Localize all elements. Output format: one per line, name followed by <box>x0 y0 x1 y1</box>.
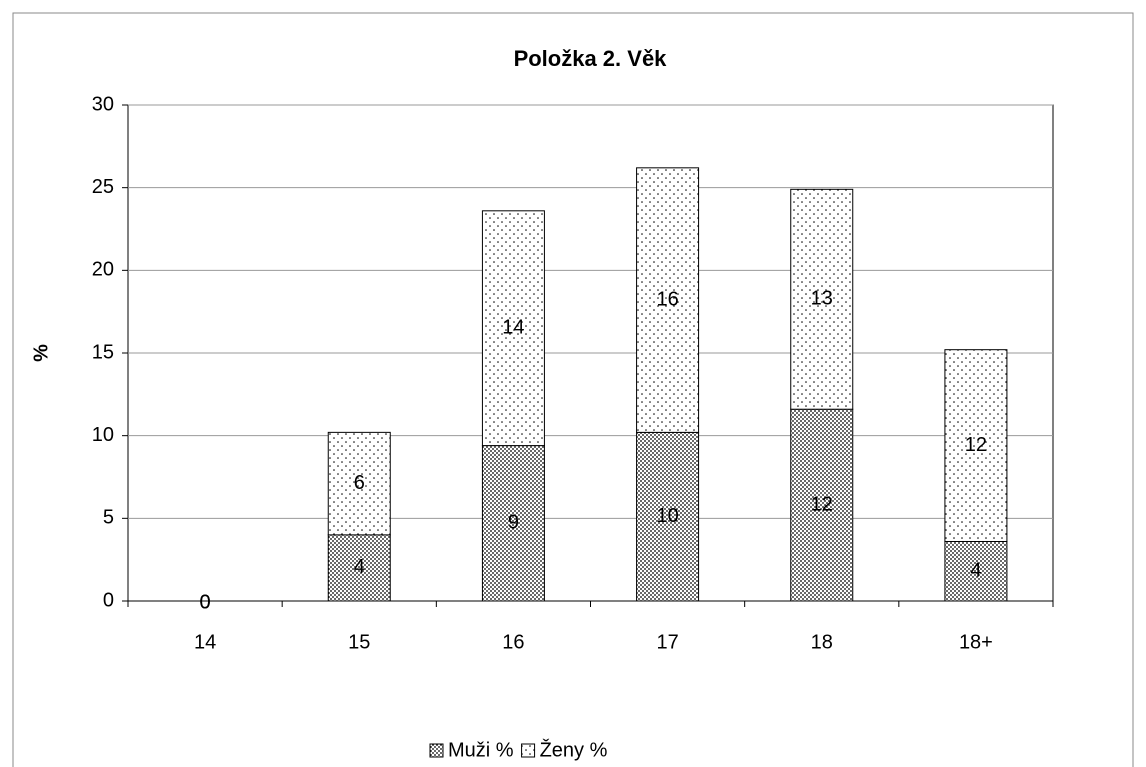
y-tick-label: 15 <box>92 341 114 363</box>
y-tick-label: 20 <box>92 259 114 281</box>
y-tick-label: 0 <box>103 589 114 611</box>
y-tick-label: 25 <box>92 176 114 198</box>
bar-segment <box>944 349 1008 542</box>
chart-title: Položka 2. Věk <box>514 46 668 71</box>
data-label: 4 <box>354 556 365 578</box>
data-label: 9 <box>508 512 519 534</box>
bar-segment <box>636 431 700 602</box>
data-label: 0 <box>200 591 211 613</box>
y-axis-label: % <box>30 344 52 362</box>
y-tick-label: 5 <box>103 507 114 529</box>
y-tick-label: 30 <box>92 93 114 115</box>
x-tick-label: 18 <box>811 631 833 653</box>
x-tick-label: 16 <box>502 631 524 653</box>
bar-segment <box>636 167 700 433</box>
data-label: 12 <box>965 434 987 456</box>
x-tick-label: 17 <box>656 631 678 653</box>
legend-swatch <box>521 743 536 758</box>
legend-swatch <box>429 743 444 758</box>
bar-segment <box>944 540 1008 602</box>
x-tick-label: 18+ <box>959 631 993 653</box>
bar-segment <box>481 445 545 602</box>
data-label: 12 <box>811 493 833 515</box>
bar-segment <box>327 431 391 536</box>
data-label: 13 <box>811 288 833 310</box>
x-tick-label: 15 <box>348 631 370 653</box>
data-label: 6 <box>354 472 365 494</box>
bar-segment <box>790 408 854 602</box>
bar-segment <box>481 210 545 447</box>
data-label: 14 <box>502 316 524 338</box>
bar-segment <box>327 534 391 602</box>
data-label: 0 <box>200 591 211 613</box>
data-label: 4 <box>970 560 981 582</box>
bar-segment <box>790 188 854 410</box>
legend-label: Ženy % <box>540 738 608 761</box>
data-label: 16 <box>656 288 678 310</box>
chart-frame <box>12 12 1134 767</box>
legend-label: Muži % <box>448 739 514 761</box>
x-tick-label: 14 <box>194 631 216 653</box>
data-label: 10 <box>656 505 678 527</box>
y-tick-label: 10 <box>92 424 114 446</box>
